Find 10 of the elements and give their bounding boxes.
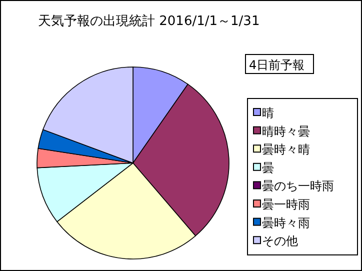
chart-subtitle: 4日前予報	[249, 58, 305, 72]
legend-label: 曇	[262, 160, 274, 175]
legend-label: その他	[262, 234, 298, 248]
legend-label: 晴	[262, 106, 274, 120]
legend-label: 曇一時雨	[262, 198, 310, 212]
legend-label: 曇時々雨	[262, 216, 310, 230]
legend-label: 晴時々曇	[262, 124, 310, 138]
chart-title: 天気予報の出現統計 2016/1/1～1/31	[38, 14, 260, 29]
legend-label: 曇のち一時雨	[262, 179, 334, 194]
legend-label: 曇時々晴	[262, 142, 310, 157]
